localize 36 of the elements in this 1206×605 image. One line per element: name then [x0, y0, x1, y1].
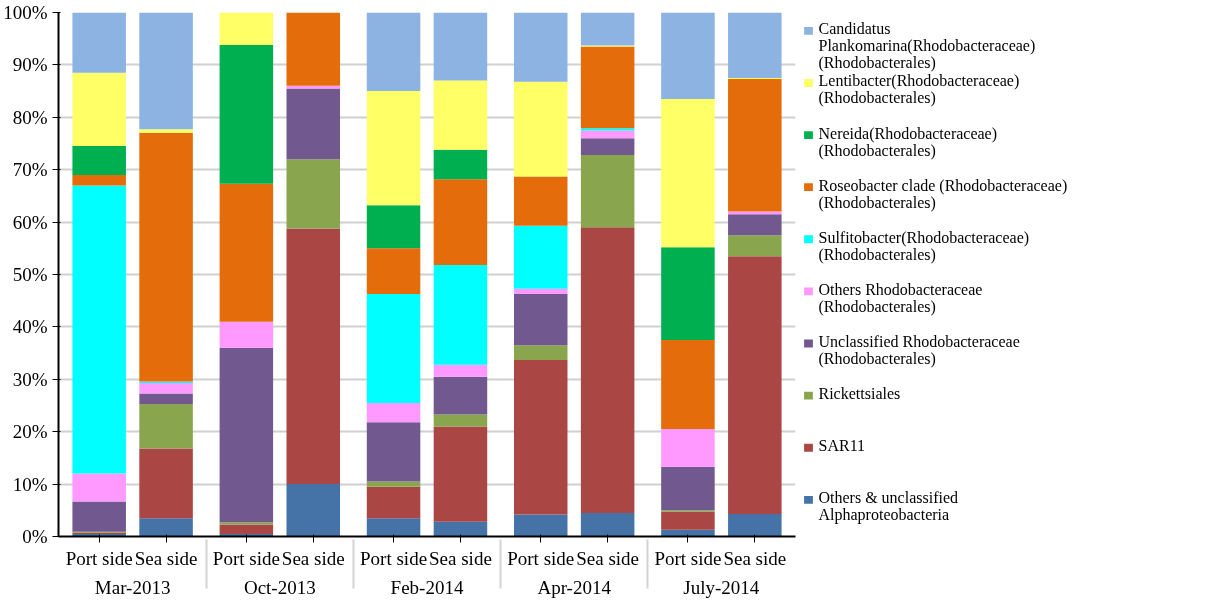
x-tick-label: Sea side: [723, 547, 787, 569]
legend-label: Nereida(Rhodobacteraceae) (Rhodobacterales): [818, 124, 998, 160]
y-tick-label: 100%: [3, 2, 48, 23]
y-tick-label: 60%: [12, 211, 48, 233]
text: Feb-2014: [390, 576, 464, 598]
y-tick-label: 80%: [12, 106, 48, 128]
x-tick-label: Port side: [65, 547, 133, 569]
legend-label: SAR11: [818, 437, 866, 455]
x-tick-label: Sea side: [429, 547, 492, 569]
legend-label: Rickettsiales: [818, 385, 901, 403]
x-tick-label: Sea side: [134, 547, 198, 569]
legend-label: Sulfitobacter(Rhodobacteraceae) (Rhodobacterales): [818, 228, 1030, 264]
y-tick-label: 0%: [22, 526, 48, 547]
legend-label: Lentibacter(Rhodobacteraceae) (Rhodobacterales): [818, 72, 1020, 108]
legend-label: Others & unclassified Alphaproteobacteria: [818, 489, 959, 525]
y-tick-label: 70%: [12, 159, 48, 181]
y-tick-label: 40%: [12, 316, 48, 338]
x-tick-label: Port side: [507, 547, 575, 569]
legend-label: Others Rhodobacteraceae (Rhodobacterales): [818, 280, 983, 316]
x-tick-label: Sea side: [576, 547, 640, 569]
y-tick-label: 10%: [12, 473, 48, 495]
y-tick-label: 20%: [12, 421, 48, 443]
y-tick-label: 50%: [12, 264, 48, 285]
legend-label: Roseobacter clade (Rhodobacteraceae)(Rhodobacterales): [818, 176, 1068, 212]
y-tick-label: 90%: [12, 54, 48, 76]
text: Mar-2013: [94, 576, 171, 598]
y-tick-label: 30%: [12, 368, 48, 390]
x-tick-label: Port side: [654, 547, 722, 569]
x-tick-label: Port side: [360, 547, 428, 569]
legend-label: Unclassified Rhodobacteraceae (Rhodobacterales): [818, 333, 1020, 369]
text: July-2014: [683, 576, 760, 598]
text: Apr-2014: [537, 576, 612, 598]
text: Oct-2013: [243, 576, 316, 598]
legend-label: Candidatus Plankomarina(Rhodobacteraceae)(Rhodobacterales): [818, 20, 1036, 73]
x-tick-label: Port side: [212, 547, 280, 569]
x-tick-label: Sea side: [281, 547, 345, 569]
